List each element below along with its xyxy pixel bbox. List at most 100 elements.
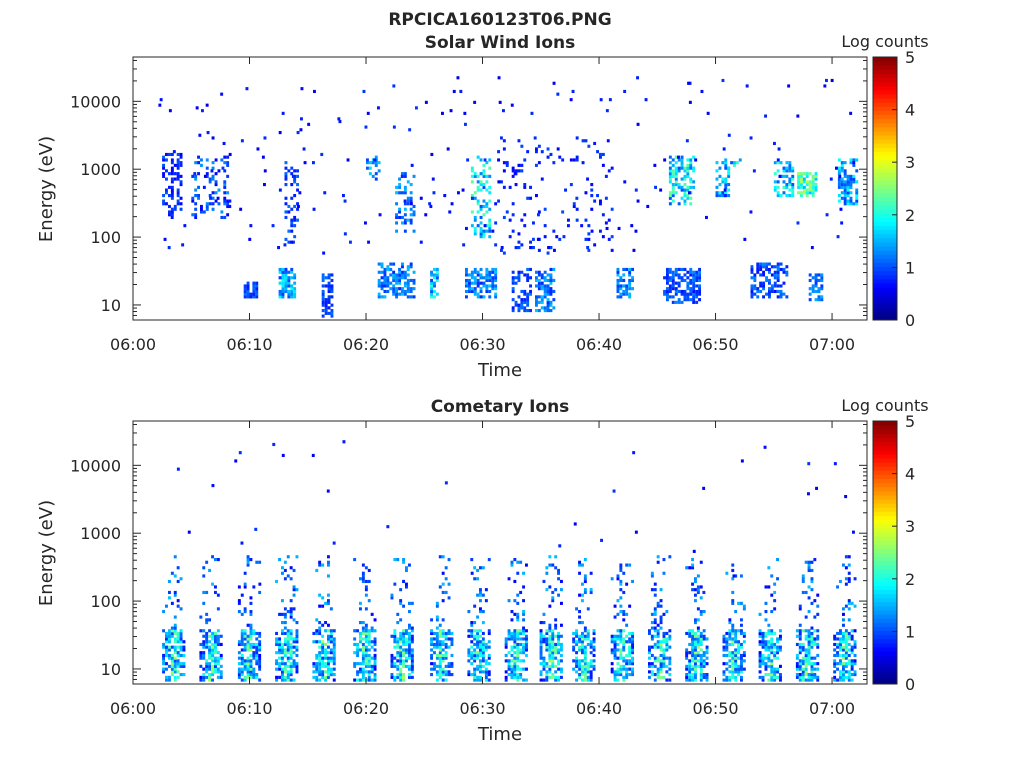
heatmap-cell xyxy=(688,664,692,668)
heatmap-cell xyxy=(820,298,824,302)
heatmap-cell xyxy=(573,522,577,526)
heatmap-cell xyxy=(532,221,535,225)
heatmap-cell xyxy=(507,659,511,663)
heatmap-cell xyxy=(511,202,515,206)
heatmap-cell xyxy=(628,640,632,644)
heatmap-cell xyxy=(205,642,209,647)
heatmap-cell xyxy=(208,648,212,652)
heatmap-cell xyxy=(791,169,795,173)
heatmap-cell xyxy=(691,653,695,658)
heatmap-cell xyxy=(560,670,563,674)
heatmap-cell xyxy=(802,172,806,176)
heatmap-cell xyxy=(699,675,703,679)
heatmap-cell xyxy=(517,295,521,299)
heatmap-cell xyxy=(554,664,558,668)
heatmap-cell xyxy=(315,640,319,644)
heatmap-cell xyxy=(811,180,815,184)
heatmap-cell xyxy=(788,188,792,192)
heatmap-cell xyxy=(441,111,444,115)
heatmap-cell xyxy=(479,287,483,291)
heatmap-cell xyxy=(243,607,247,611)
heatmap-cell xyxy=(364,659,368,663)
heatmap-cell xyxy=(476,640,480,644)
heatmap-cell xyxy=(510,563,514,567)
heatmap-cell xyxy=(370,656,374,660)
heatmap-cell xyxy=(810,637,814,641)
heatmap-cell xyxy=(507,664,511,668)
heatmap-cell xyxy=(770,631,774,636)
heatmap-cell xyxy=(688,659,692,663)
heatmap-cell xyxy=(312,207,316,211)
heatmap-cell xyxy=(214,183,218,187)
heatmap-cell xyxy=(548,626,552,630)
heatmap-cell xyxy=(245,87,249,91)
heatmap-cell xyxy=(839,631,842,636)
colorbar-segment xyxy=(873,73,897,79)
heatmap-cell xyxy=(699,664,703,668)
heatmap-cell xyxy=(312,640,316,644)
heatmap-cell xyxy=(473,292,477,296)
heatmap-cell xyxy=(688,100,692,104)
heatmap-cell xyxy=(513,656,517,660)
heatmap-cell xyxy=(800,172,803,176)
heatmap-cell xyxy=(179,662,183,666)
heatmap-cell xyxy=(844,555,848,559)
heatmap-cell xyxy=(438,673,442,677)
heatmap-cell xyxy=(482,185,486,189)
heatmap-cell xyxy=(843,161,847,165)
heatmap-cell xyxy=(728,634,732,638)
heatmap-cell xyxy=(798,629,802,633)
heatmap-cell xyxy=(631,640,635,644)
heatmap-cell xyxy=(764,114,768,118)
heatmap-cell xyxy=(551,563,555,567)
heatmap-cell xyxy=(290,218,294,222)
heatmap-cell xyxy=(300,87,304,91)
heatmap-cell xyxy=(403,207,407,211)
heatmap-cell xyxy=(165,653,168,658)
heatmap-cell xyxy=(694,634,697,638)
heatmap-cell xyxy=(240,629,244,633)
heatmap-cell xyxy=(329,667,333,671)
heatmap-cell xyxy=(395,295,399,299)
heatmap-cell xyxy=(315,629,319,633)
heatmap-cell xyxy=(671,295,675,299)
heatmap-cell xyxy=(829,177,833,181)
heatmap-cell xyxy=(850,629,854,633)
heatmap-cell xyxy=(511,281,515,285)
heatmap-cell xyxy=(801,678,805,682)
heatmap-cell xyxy=(810,678,814,682)
heatmap-cell xyxy=(441,659,445,663)
heatmap-cell xyxy=(286,648,290,652)
heatmap-cell xyxy=(249,295,253,299)
heatmap-cell xyxy=(820,287,824,291)
heatmap-cell xyxy=(321,648,325,652)
heatmap-cell xyxy=(589,659,593,663)
heatmap-cell xyxy=(243,292,247,296)
heatmap-cell xyxy=(406,267,410,272)
heatmap-cell xyxy=(539,662,543,666)
colorbar-segment xyxy=(873,610,897,615)
heatmap-cell xyxy=(813,667,817,671)
heatmap-cell xyxy=(680,292,684,296)
heatmap-cell xyxy=(361,637,365,641)
colorbar-segment xyxy=(873,457,897,463)
heatmap-cell xyxy=(842,648,845,652)
heatmap-cell xyxy=(476,202,480,206)
heatmap-cell xyxy=(220,210,224,214)
heatmap-cell xyxy=(170,161,174,165)
heatmap-cell xyxy=(613,675,617,679)
heatmap-cell xyxy=(473,270,477,274)
heatmap-cell xyxy=(619,568,623,573)
heatmap-cell xyxy=(321,670,325,674)
heatmap-cell xyxy=(170,196,174,200)
heatmap-cell xyxy=(849,185,853,189)
heatmap-cell xyxy=(216,662,220,666)
heatmap-cell xyxy=(773,673,777,677)
heatmap-cell xyxy=(409,183,413,187)
heatmap-cell xyxy=(246,662,250,666)
heatmap-cell xyxy=(361,631,365,636)
heatmap-cell xyxy=(332,651,336,655)
heatmap-cell xyxy=(287,240,291,244)
heatmap-cell xyxy=(583,673,587,677)
heatmap-cell xyxy=(396,637,400,641)
